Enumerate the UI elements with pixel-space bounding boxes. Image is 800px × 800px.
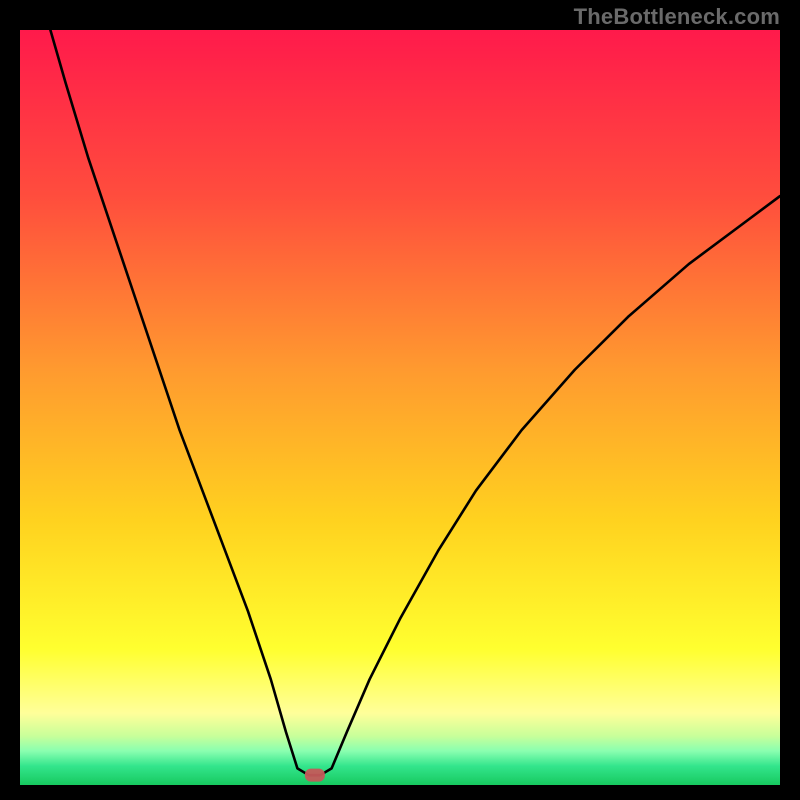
chart-frame: TheBottleneck.com <box>0 0 800 800</box>
plot-svg <box>20 30 780 785</box>
gradient-bg <box>20 30 780 785</box>
plot-area <box>20 30 780 785</box>
apex-marker <box>305 769 325 782</box>
watermark-text: TheBottleneck.com <box>574 4 780 30</box>
